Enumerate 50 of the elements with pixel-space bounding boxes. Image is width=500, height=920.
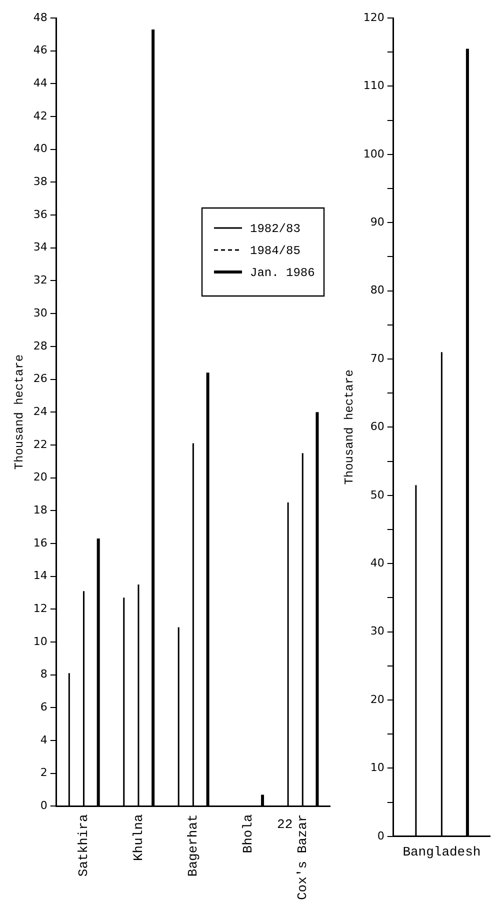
y-axis-title: Thousand hectare [12, 354, 26, 470]
y-tick-label: 10 [33, 634, 48, 648]
y-tick-label: 24 [33, 404, 48, 418]
y-tick-label: 110 [363, 79, 384, 92]
y-tick-label: 60 [370, 420, 384, 434]
x-tick-label: Bhola [240, 814, 256, 854]
y-tick-label: 26 [33, 372, 48, 386]
y-tick-label: 120 [363, 10, 384, 24]
y-tick-label: 18 [33, 503, 48, 516]
y-tick-label: 42 [33, 109, 48, 122]
y-tick-label: 12 [33, 602, 48, 615]
y-tick-label: 40 [370, 556, 384, 570]
y-tick-label: 46 [33, 44, 48, 57]
x-tick-label: Cox's Bazar [295, 814, 310, 900]
y-tick-label: 30 [370, 624, 384, 638]
legend-label: 1984/85 [250, 244, 300, 258]
y-tick-label: 38 [33, 175, 48, 188]
y-tick-label: 36 [33, 208, 48, 221]
legend-label: Jan. 1986 [250, 266, 315, 280]
y-tick-label: 80 [370, 284, 384, 297]
y-tick-label: 70 [370, 352, 384, 365]
y-tick-label: 44 [33, 76, 48, 90]
y-tick-label: 2 [40, 766, 48, 780]
y-tick-label: 8 [40, 668, 48, 681]
y-tick-label: 16 [33, 536, 48, 550]
y-axis-title: Thousand hectare [342, 370, 356, 485]
legend-label: 1982/83 [250, 222, 300, 236]
y-tick-label: 48 [33, 10, 48, 24]
y-tick-label: 28 [33, 339, 48, 352]
y-tick-label: 0 [40, 799, 48, 812]
y-tick-label: 100 [363, 147, 384, 160]
x-tick-label: Bangladesh [402, 844, 481, 860]
text: 22 [277, 817, 293, 832]
y-tick-label: 20 [370, 692, 384, 706]
y-tick-label: 32 [33, 274, 48, 287]
y-tick-label: 90 [370, 215, 384, 228]
y-tick-label: 4 [40, 733, 48, 746]
y-tick-label: 30 [33, 306, 48, 320]
y-tick-label: 22 [33, 438, 48, 451]
y-tick-label: 0 [377, 829, 384, 842]
x-tick-label: Satkhira [76, 814, 92, 877]
y-tick-label: 40 [33, 142, 48, 156]
y-tick-label: 14 [33, 569, 48, 582]
y-tick-label: 50 [370, 488, 384, 502]
x-tick-label: Khulna [130, 814, 146, 861]
y-tick-label: 34 [33, 240, 48, 254]
x-tick-label: Bagerhat [186, 814, 201, 877]
y-tick-label: 6 [40, 700, 48, 714]
y-tick-label: 20 [33, 470, 48, 484]
y-tick-label: 10 [370, 761, 384, 774]
